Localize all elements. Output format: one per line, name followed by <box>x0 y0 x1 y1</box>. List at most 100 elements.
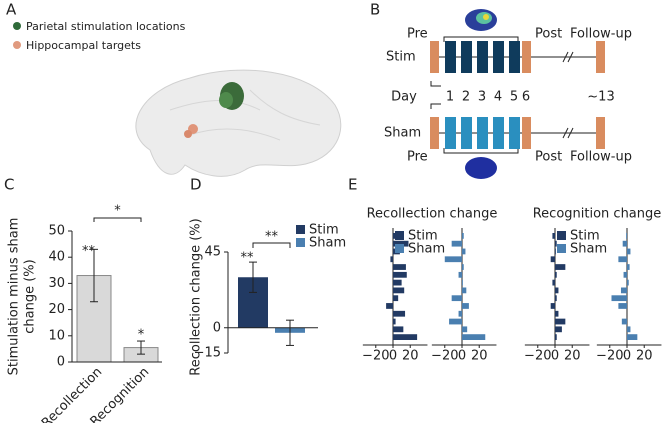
bar <box>393 310 406 317</box>
annotation: * <box>114 204 121 219</box>
day-label: Day <box>391 90 417 105</box>
annotation: ** <box>82 244 96 259</box>
y-tick-label: 0 <box>213 320 221 335</box>
legend-label: Hippocampal targets <box>26 39 141 52</box>
follow-up-label: Follow-up <box>570 150 632 165</box>
bar <box>449 318 462 325</box>
bar <box>555 271 557 278</box>
bar <box>622 240 627 247</box>
x-tick-label: 20 <box>471 349 488 364</box>
legend-swatch <box>557 231 566 240</box>
y-tick-label: 30 <box>48 276 65 291</box>
bar <box>618 256 627 263</box>
bar <box>462 233 464 239</box>
bar <box>462 326 468 333</box>
post-label: Post <box>535 27 562 42</box>
legend-label: Stim <box>408 229 438 244</box>
x-tick-label: 0 <box>458 349 466 364</box>
x-tick-label: 0 <box>623 349 631 364</box>
bracket <box>252 242 291 248</box>
bar <box>618 303 627 309</box>
annotation: ** <box>241 251 255 266</box>
bar <box>555 264 566 270</box>
annotation: ** <box>265 230 279 245</box>
bar <box>386 303 393 309</box>
bar <box>555 295 557 302</box>
bar <box>393 287 405 294</box>
bar <box>611 295 627 302</box>
y-tick-label: 45 <box>204 245 221 260</box>
pre-label: Pre <box>407 27 428 42</box>
bar <box>627 334 638 340</box>
legend-swatch <box>557 244 566 253</box>
bar <box>458 310 462 317</box>
panel-letter: E <box>348 176 357 194</box>
panel-letter: A <box>6 1 17 19</box>
bar <box>550 256 555 263</box>
bar <box>444 256 462 263</box>
y-tick-label: 50 <box>48 224 65 239</box>
day-label: 3 <box>478 90 486 105</box>
legend-swatch <box>296 238 305 247</box>
x-tick-label: 20 <box>402 349 419 364</box>
bar <box>627 326 631 333</box>
bar <box>390 256 393 263</box>
follow-up-label: Follow-up <box>570 27 632 42</box>
bar <box>451 240 462 247</box>
x-tick-label: −20 <box>362 349 389 364</box>
panel-letter: C <box>4 176 14 194</box>
day-label: 6 <box>522 90 530 105</box>
bar <box>393 334 418 340</box>
panel-letter: D <box>190 176 202 194</box>
y-tick-label: −15 <box>194 346 221 361</box>
bar <box>555 240 557 247</box>
legend-swatch <box>395 231 404 240</box>
bar <box>393 318 396 325</box>
legend-swatch <box>13 41 21 49</box>
annotation: * <box>138 328 145 343</box>
legend-label: Sham <box>570 242 607 257</box>
day-label: 1 <box>446 90 454 105</box>
day-label: 2 <box>462 90 470 105</box>
bar <box>393 240 409 247</box>
legend-label: Parietal stimulation locations <box>26 20 186 33</box>
y-axis-label: Recollection change (%) <box>189 218 204 375</box>
bar <box>462 303 469 309</box>
legend-label: Sham <box>408 242 445 257</box>
bar <box>623 271 627 278</box>
bar <box>555 248 556 255</box>
y-tick-label: 20 <box>48 302 65 317</box>
bar <box>462 279 463 286</box>
post-label: Post <box>535 150 562 165</box>
x-tick-label: 0 <box>551 349 559 364</box>
panel-letter: B <box>370 1 380 19</box>
bar <box>393 326 404 333</box>
bar <box>451 295 462 302</box>
bar <box>462 287 467 294</box>
bar <box>621 318 627 325</box>
y-tick-label: 40 <box>48 250 65 265</box>
brain-illustration <box>135 69 342 177</box>
bar <box>627 248 631 255</box>
session-boxes <box>430 9 605 179</box>
y-tick-label: 10 <box>48 328 65 343</box>
x-tick-label: 0 <box>389 349 397 364</box>
x-tick-label: 20 <box>636 349 653 364</box>
bar <box>393 279 402 286</box>
x-tick-label: −20 <box>596 349 623 364</box>
bar <box>555 310 559 317</box>
bar <box>555 318 566 325</box>
legend-label: Stim <box>309 223 339 238</box>
bar <box>627 279 629 286</box>
bar <box>627 264 630 270</box>
bar <box>626 233 627 239</box>
bar <box>393 295 399 302</box>
bar <box>393 264 406 270</box>
y-axis-label: change (%) <box>23 259 38 333</box>
pre-label: Pre <box>407 150 428 165</box>
legend-swatch <box>395 244 404 253</box>
legend-label: Sham <box>309 236 346 251</box>
bar <box>458 271 462 278</box>
day-label: 5 <box>510 90 518 105</box>
y-tick-label: 0 <box>57 355 65 370</box>
